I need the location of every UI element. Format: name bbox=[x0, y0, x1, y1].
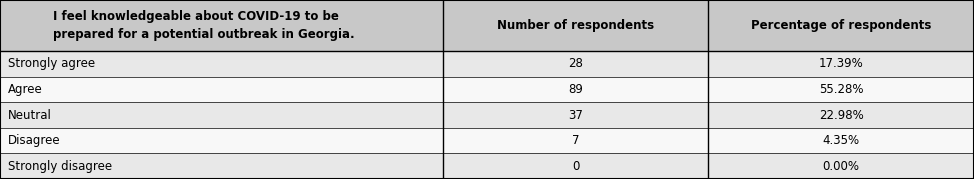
Text: Neutral: Neutral bbox=[8, 109, 52, 122]
Bar bbox=[0, 102, 974, 128]
Text: Disagree: Disagree bbox=[8, 134, 60, 147]
Text: 0: 0 bbox=[572, 160, 580, 173]
Bar bbox=[0, 153, 974, 179]
Bar bbox=[0, 77, 974, 102]
Bar bbox=[0, 51, 974, 77]
Text: Strongly disagree: Strongly disagree bbox=[8, 160, 112, 173]
Text: 4.35%: 4.35% bbox=[822, 134, 860, 147]
Text: 28: 28 bbox=[568, 57, 583, 70]
Text: 22.98%: 22.98% bbox=[819, 109, 863, 122]
Text: 89: 89 bbox=[568, 83, 583, 96]
Text: Number of respondents: Number of respondents bbox=[497, 19, 655, 32]
Text: 0.00%: 0.00% bbox=[823, 160, 859, 173]
Text: prepared for a potential outbreak in Georgia.: prepared for a potential outbreak in Geo… bbox=[54, 28, 355, 41]
Text: Agree: Agree bbox=[8, 83, 43, 96]
Text: Strongly agree: Strongly agree bbox=[8, 57, 94, 70]
Text: 37: 37 bbox=[568, 109, 583, 122]
Text: I feel knowledgeable about COVID-19 to be: I feel knowledgeable about COVID-19 to b… bbox=[54, 11, 339, 23]
Bar bbox=[0, 0, 974, 51]
Text: 55.28%: 55.28% bbox=[819, 83, 863, 96]
Bar bbox=[0, 128, 974, 153]
Text: 17.39%: 17.39% bbox=[819, 57, 863, 70]
Text: Percentage of respondents: Percentage of respondents bbox=[751, 19, 931, 32]
Text: 7: 7 bbox=[572, 134, 580, 147]
